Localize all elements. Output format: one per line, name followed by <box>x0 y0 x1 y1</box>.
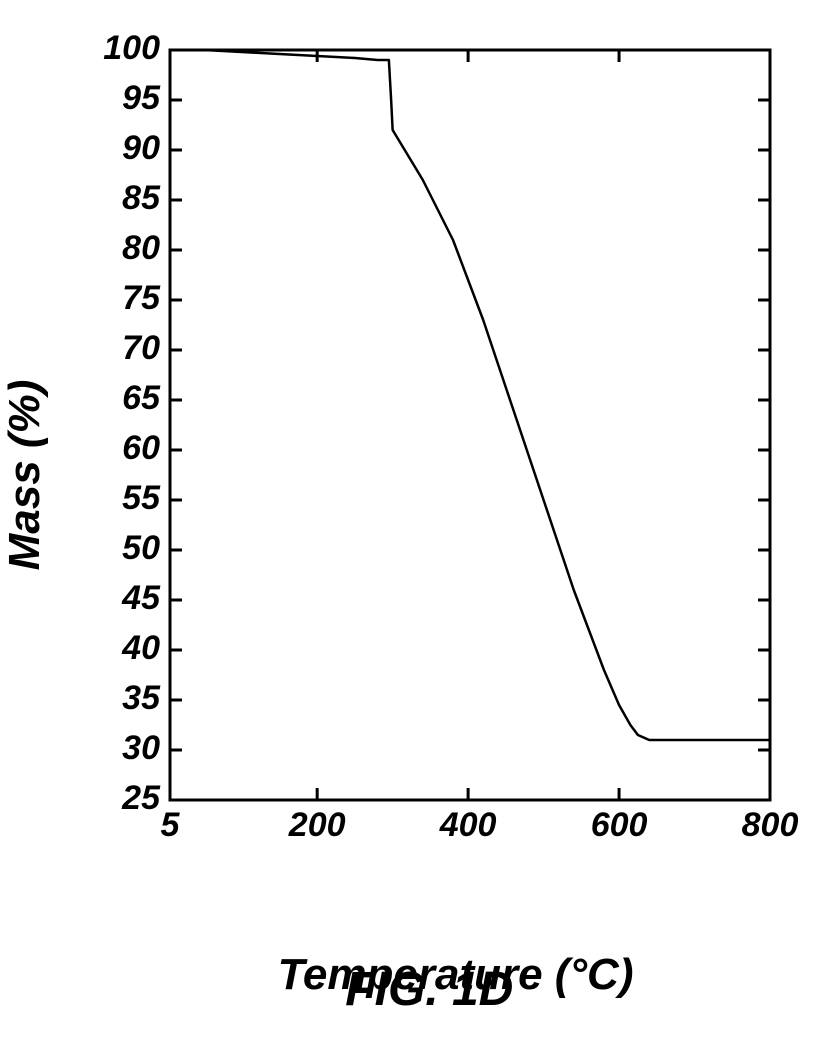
svg-text:400: 400 <box>439 806 497 844</box>
svg-text:25: 25 <box>121 779 161 817</box>
svg-text:75: 75 <box>122 279 161 317</box>
svg-text:85: 85 <box>122 179 161 217</box>
svg-text:30: 30 <box>122 729 160 767</box>
svg-text:70: 70 <box>122 329 160 367</box>
svg-text:35: 35 <box>122 679 161 717</box>
svg-text:55: 55 <box>122 479 161 517</box>
svg-text:50: 50 <box>122 529 160 567</box>
svg-text:65: 65 <box>122 379 161 417</box>
svg-text:600: 600 <box>591 806 648 844</box>
svg-text:800: 800 <box>742 806 799 844</box>
plot-area: 2530354045505560657075808590951005200400… <box>170 50 770 800</box>
svg-text:5: 5 <box>161 806 181 844</box>
y-axis-label: Mass (%) <box>0 380 50 571</box>
svg-text:90: 90 <box>122 129 160 167</box>
svg-text:95: 95 <box>122 79 161 117</box>
figure-label: FIG. 1D <box>345 962 513 1017</box>
svg-text:45: 45 <box>121 579 161 617</box>
svg-text:200: 200 <box>288 806 346 844</box>
svg-text:80: 80 <box>122 229 160 267</box>
svg-text:40: 40 <box>121 629 160 667</box>
svg-text:100: 100 <box>103 29 160 67</box>
svg-text:60: 60 <box>122 429 160 467</box>
tga-chart: Mass (%) 2530354045505560657075808590951… <box>40 40 800 910</box>
